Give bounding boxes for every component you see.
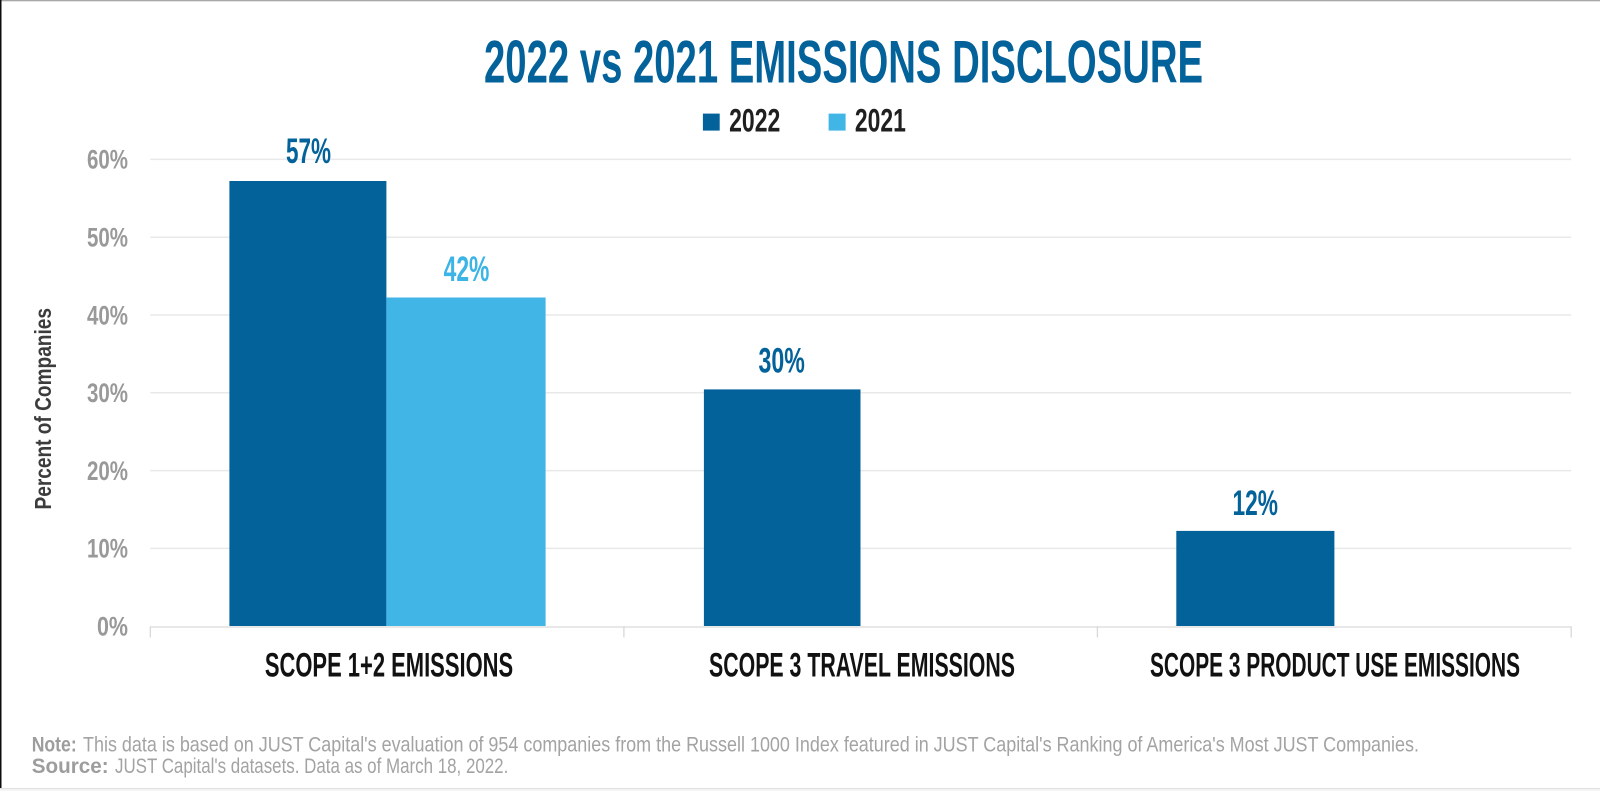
svg-text:30%: 30% — [759, 342, 805, 381]
svg-text:2022: 2022 — [729, 103, 780, 139]
svg-text:57%: 57% — [286, 132, 331, 171]
svg-text:SCOPE 1+2 EMISSIONS: SCOPE 1+2 EMISSIONS — [265, 647, 513, 685]
svg-text:12%: 12% — [1232, 484, 1278, 523]
svg-text:20%: 20% — [87, 456, 128, 486]
svg-text:40%: 40% — [87, 300, 128, 330]
svg-text:Source:: Source: — [32, 755, 109, 778]
svg-text:Percent of Companies: Percent of Companies — [30, 308, 56, 510]
svg-text:42%: 42% — [444, 250, 490, 289]
svg-text:2021: 2021 — [855, 103, 906, 139]
svg-text:60%: 60% — [87, 145, 128, 175]
svg-text:SCOPE 3 TRAVEL EMISSIONS: SCOPE 3 TRAVEL EMISSIONS — [709, 647, 1015, 685]
svg-text:Note:: Note: — [32, 734, 77, 757]
svg-text:JUST Capital's datasets. Data: JUST Capital's datasets. Data as of Marc… — [115, 755, 508, 778]
svg-text:10%: 10% — [87, 534, 128, 564]
svg-text:0%: 0% — [97, 612, 128, 642]
svg-text:50%: 50% — [87, 223, 128, 253]
svg-text:30%: 30% — [87, 378, 128, 408]
svg-text:This data is based on JUST Cap: This data is based on JUST Capital's eva… — [83, 734, 1419, 757]
svg-text:SCOPE 3 PRODUCT USE EMISSIONS: SCOPE 3 PRODUCT USE EMISSIONS — [1150, 647, 1520, 685]
svg-text:2022 vs 2021 EMISSIONS DISCLOS: 2022 vs 2021 EMISSIONS DISCLOSURE — [484, 28, 1203, 96]
